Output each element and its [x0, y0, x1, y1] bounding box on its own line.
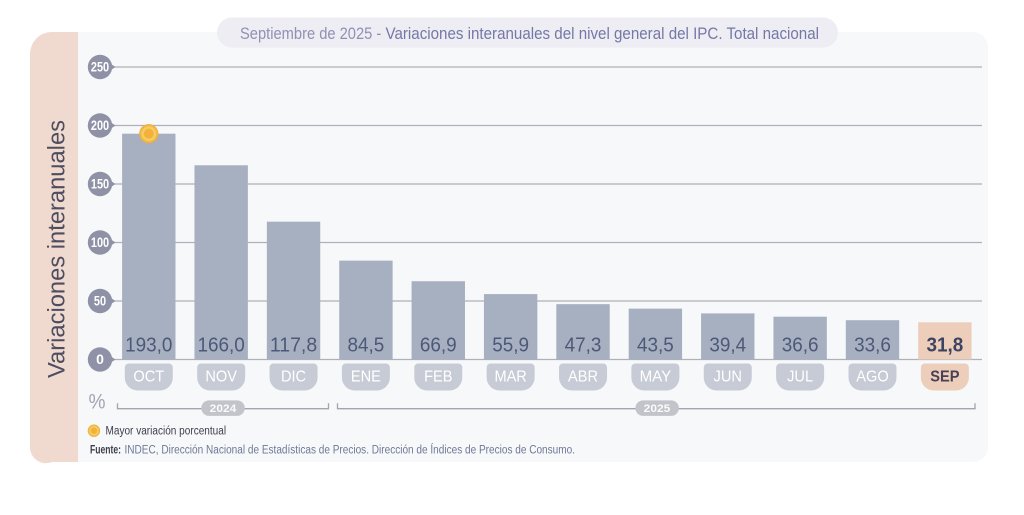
svg-text:ENE: ENE: [351, 369, 381, 386]
svg-text:100: 100: [91, 234, 109, 250]
svg-text:31,8: 31,8: [926, 335, 963, 357]
svg-text:FEB: FEB: [424, 369, 452, 386]
svg-text:2025: 2025: [644, 403, 671, 415]
svg-text:193,0: 193,0: [125, 335, 172, 357]
svg-text:MAR: MAR: [494, 369, 526, 386]
svg-text:INDEC, Dirección Nacional de E: INDEC, Dirección Nacional de Estadística…: [125, 443, 576, 456]
svg-text:33,6: 33,6: [854, 335, 891, 357]
svg-text:DIC: DIC: [281, 369, 306, 386]
svg-text:66,9: 66,9: [420, 335, 457, 357]
svg-text:166,0: 166,0: [198, 335, 245, 357]
svg-text:MAY: MAY: [640, 369, 672, 386]
svg-text:NOV: NOV: [205, 369, 237, 386]
svg-text:Variaciones interanuales: Variaciones interanuales: [44, 120, 71, 378]
svg-text:0: 0: [96, 351, 104, 367]
svg-text:Septiembre de 2025 -: Septiembre de 2025 -: [240, 24, 381, 43]
svg-text:JUN: JUN: [714, 369, 742, 386]
svg-text:JUL: JUL: [787, 369, 813, 386]
svg-text:43,5: 43,5: [637, 335, 674, 357]
svg-text:117,8: 117,8: [270, 335, 317, 357]
svg-text:55,9: 55,9: [492, 335, 529, 357]
svg-text:Variaciones interanuales del n: Variaciones interanuales del nivel gener…: [386, 24, 820, 43]
svg-text:150: 150: [91, 175, 109, 191]
svg-text:ABR: ABR: [568, 369, 598, 386]
svg-text:Mayor variación porcentual: Mayor variación porcentual: [106, 426, 227, 438]
svg-text:84,5: 84,5: [348, 335, 385, 357]
svg-text:250: 250: [91, 58, 109, 74]
svg-text:%: %: [89, 391, 106, 414]
svg-text:OCT: OCT: [133, 369, 164, 386]
svg-text:47,3: 47,3: [565, 335, 602, 357]
svg-text:50: 50: [94, 292, 106, 308]
svg-text:39,4: 39,4: [709, 335, 746, 357]
svg-text:AGO: AGO: [856, 369, 889, 386]
svg-text:200: 200: [91, 117, 109, 133]
svg-text:Fuente:: Fuente:: [90, 444, 121, 456]
svg-text:2024: 2024: [210, 403, 238, 415]
svg-text:36,6: 36,6: [782, 335, 819, 357]
svg-text:SEP: SEP: [930, 369, 959, 386]
